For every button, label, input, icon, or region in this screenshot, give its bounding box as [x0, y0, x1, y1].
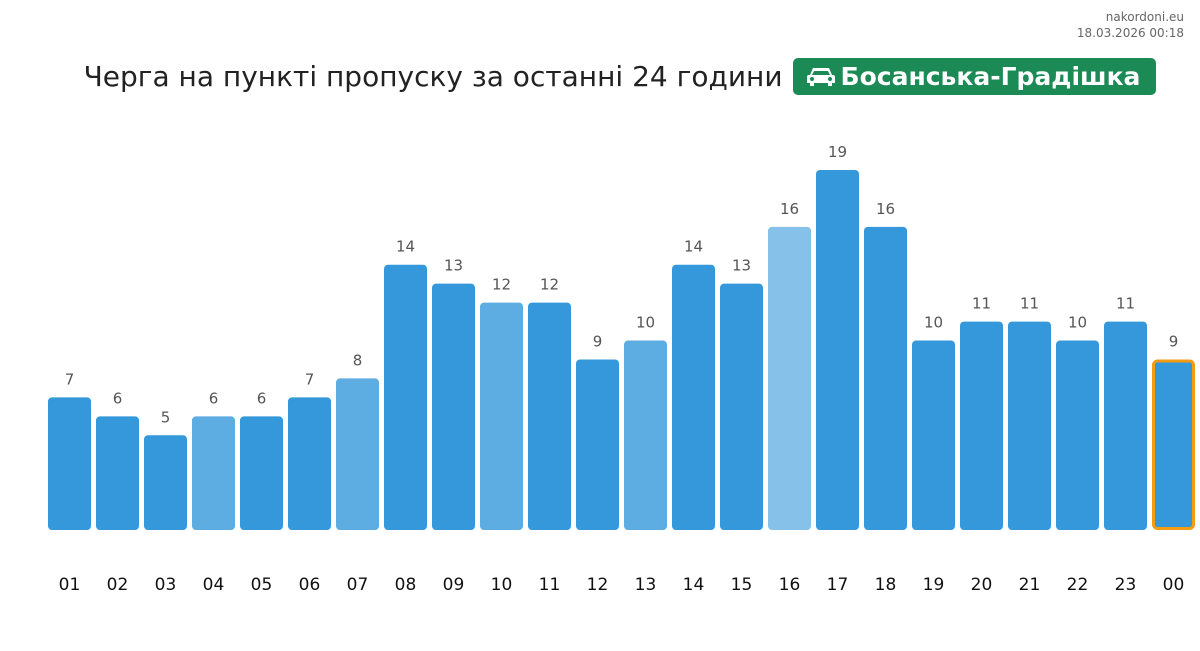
bar-03	[144, 435, 187, 530]
x-tick-label: 08	[395, 575, 417, 595]
data-label: 11	[1116, 295, 1135, 313]
x-tick-label: 15	[731, 575, 753, 595]
source-info: nakordoni.eu 18.03.2026 00:18	[1077, 9, 1184, 41]
data-label: 8	[353, 351, 363, 369]
x-tick-label: 09	[443, 575, 465, 595]
x-tick-label: 19	[923, 575, 945, 595]
x-tick-label: 02	[107, 575, 129, 595]
bar-17	[816, 170, 859, 530]
data-label: 6	[209, 389, 219, 407]
x-tick-label: 11	[539, 575, 561, 595]
x-tick-label: 12	[587, 575, 609, 595]
data-label: 6	[113, 389, 123, 407]
bar-19	[912, 340, 955, 530]
x-tick-label: 10	[491, 575, 513, 595]
bar-04	[192, 416, 235, 530]
x-tick-label: 05	[251, 575, 273, 595]
x-tick-label: 00	[1163, 575, 1185, 595]
bar-18	[864, 226, 907, 530]
x-tick-label: 06	[299, 575, 321, 595]
bar-00	[1152, 359, 1195, 531]
chart-title: Черга на пункті пропуску за останні 24 г…	[83, 60, 783, 93]
data-label: 11	[972, 295, 991, 313]
x-tick-label: 04	[203, 575, 225, 595]
bar-13	[624, 340, 667, 530]
data-label: 16	[780, 200, 799, 218]
data-label: 14	[684, 238, 703, 256]
x-tick-label: 18	[875, 575, 897, 595]
data-label: 16	[876, 200, 895, 218]
bar-14	[672, 264, 715, 530]
data-label: 12	[540, 276, 559, 294]
bar-01	[48, 397, 91, 530]
data-label: 10	[924, 314, 943, 332]
x-tick-label: 22	[1067, 575, 1089, 595]
title-row: Черга на пункті пропуску за останні 24 г…	[0, 58, 1200, 95]
data-label: 7	[305, 370, 315, 388]
x-tick-label: 23	[1115, 575, 1137, 595]
data-label: 6	[257, 389, 267, 407]
bar-12	[576, 359, 619, 530]
bar-10	[480, 302, 523, 530]
bar-16	[768, 226, 811, 530]
data-label: 10	[636, 314, 655, 332]
checkpoint-badge: Босанська-Градішка	[792, 58, 1157, 95]
x-tick-label: 20	[971, 575, 993, 595]
bar-15	[720, 283, 763, 530]
data-label: 13	[732, 257, 751, 275]
data-label: 11	[1020, 295, 1039, 313]
x-tick-label: 16	[779, 575, 801, 595]
x-tick-label: 14	[683, 575, 705, 595]
data-label: 19	[828, 143, 847, 161]
data-label: 9	[593, 332, 603, 350]
bar-20	[960, 321, 1003, 530]
x-tick-label: 07	[347, 575, 369, 595]
x-tick-label: 03	[155, 575, 177, 595]
bar-08	[384, 264, 427, 530]
data-label: 12	[492, 276, 511, 294]
checkpoint-name: Босанська-Градішка	[840, 62, 1141, 91]
data-label: 14	[396, 238, 415, 256]
source-timestamp: 18.03.2026 00:18	[1076, 26, 1184, 40]
x-tick-label: 01	[59, 575, 81, 595]
car-icon	[806, 67, 835, 86]
bar-07	[336, 378, 379, 530]
bar-22	[1056, 340, 1099, 530]
data-label: 5	[161, 408, 171, 426]
data-label: 10	[1068, 314, 1087, 332]
bar-06	[288, 397, 331, 530]
bar-11	[528, 302, 571, 530]
source-site: nakordoni.eu	[1105, 10, 1184, 24]
data-label: 13	[444, 257, 463, 275]
data-label: 9	[1169, 332, 1179, 350]
bar-23	[1104, 321, 1147, 530]
bar-05	[240, 416, 283, 530]
x-tick-label: 13	[635, 575, 657, 595]
bar-02	[96, 416, 139, 530]
x-tick-label: 21	[1019, 575, 1041, 595]
bar-21	[1008, 321, 1051, 530]
bar-09	[432, 283, 475, 530]
x-tick-label: 17	[827, 575, 849, 595]
data-label: 7	[65, 370, 75, 388]
